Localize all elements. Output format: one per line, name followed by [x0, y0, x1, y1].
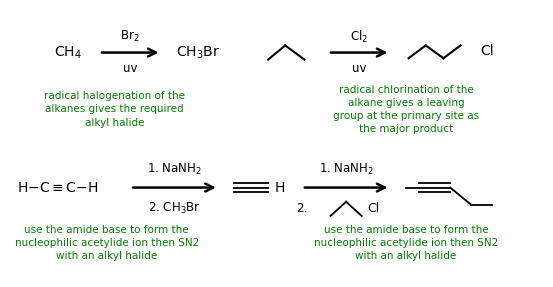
Text: radical halogenation of the
alkanes gives the required
alkyl halide: radical halogenation of the alkanes give…: [44, 91, 185, 128]
Text: Cl: Cl: [368, 202, 380, 215]
Text: use the amide base to form the
nucleophilic acetylide ion then SN2
with an alkyl: use the amide base to form the nucleophi…: [314, 225, 498, 261]
Text: use the amide base to form the
nucleophilic acetylide ion then SN2
with an alkyl: use the amide base to form the nucleophi…: [15, 225, 199, 261]
Text: 1. NaNH$_2$: 1. NaNH$_2$: [147, 162, 202, 177]
Text: uv: uv: [352, 62, 367, 75]
Text: 2.: 2.: [296, 202, 307, 215]
Text: Br$_2$: Br$_2$: [121, 29, 140, 44]
Text: radical chlorination of the
alkane gives a leaving
group at the primary site as
: radical chlorination of the alkane gives…: [333, 85, 479, 134]
Text: Cl$_2$: Cl$_2$: [350, 29, 368, 45]
Text: 1. NaNH$_2$: 1. NaNH$_2$: [319, 162, 373, 177]
Text: CH$_3$Br: CH$_3$Br: [176, 44, 220, 61]
Text: 2. CH$_3$Br: 2. CH$_3$Br: [148, 201, 201, 216]
Text: H: H: [274, 181, 285, 195]
Text: uv: uv: [123, 62, 138, 75]
Text: CH$_4$: CH$_4$: [54, 44, 82, 61]
Text: H$-$C$\equiv$C$-$H: H$-$C$\equiv$C$-$H: [17, 181, 98, 195]
Text: Cl: Cl: [480, 44, 493, 58]
